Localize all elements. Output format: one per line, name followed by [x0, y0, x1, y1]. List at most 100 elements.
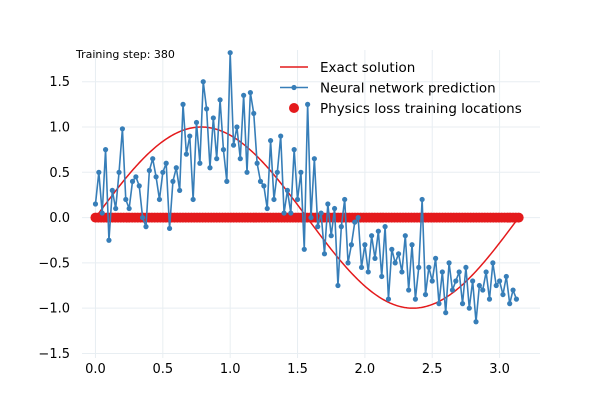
nn-prediction-point	[331, 205, 338, 212]
nn-prediction-point	[352, 219, 358, 225]
nn-prediction-point	[342, 196, 348, 203]
nn-prediction-point	[389, 246, 395, 252]
nn-prediction-point	[402, 233, 408, 239]
nn-prediction-point	[153, 174, 159, 180]
exact-solution-line	[94, 126, 520, 309]
nn-prediction-point	[251, 110, 257, 117]
nn-prediction-point	[308, 214, 314, 221]
nn-prediction-point	[392, 260, 398, 266]
nn-prediction-point	[214, 156, 220, 162]
nn-prediction-point	[224, 178, 230, 184]
nn-prediction-point	[170, 178, 176, 184]
nn-prediction-point	[486, 296, 493, 302]
nn-prediction-point	[328, 233, 334, 239]
nn-prediction-point	[220, 147, 227, 153]
nn-prediction-point	[190, 196, 196, 203]
nn-prediction-point	[463, 264, 469, 271]
nn-prediction-point	[382, 224, 388, 230]
nn-prediction-point	[288, 210, 294, 216]
legend-exact-label: Exact solution	[320, 60, 415, 76]
nn-prediction-point	[150, 156, 156, 162]
nn-prediction-point	[379, 273, 385, 280]
x-tick-label: 1.5	[287, 362, 308, 377]
nn-prediction-point	[227, 50, 233, 56]
nn-prediction-point	[355, 214, 361, 221]
nn-prediction-point	[358, 264, 365, 271]
y-tick-label: 1.0	[49, 121, 70, 136]
nn-prediction-point	[193, 119, 200, 126]
nn-prediction-point	[419, 196, 425, 203]
exact-solution-series	[94, 126, 520, 309]
nn-prediction-point	[480, 287, 486, 293]
nn-prediction-point	[429, 278, 435, 284]
nn-prediction-point	[325, 201, 331, 207]
nn-prediction-point	[443, 310, 449, 316]
tick-labels: 0.0 0.5 1.0 1.5 2.0 2.5 3.0 1.5 1.0 0.5 0.0 −0.5 −1.…	[38, 75, 510, 377]
nn-prediction-point	[106, 237, 112, 243]
nn-prediction-point	[166, 225, 173, 232]
nn-prediction-point	[119, 126, 126, 132]
nn-prediction-point	[244, 169, 250, 175]
neural-network-series	[92, 50, 520, 325]
nn-prediction-point	[136, 183, 142, 189]
nn-prediction-point	[183, 151, 189, 157]
nn-prediction-point	[257, 178, 264, 184]
nn-prediction-point	[318, 210, 324, 216]
nn-prediction-point	[187, 133, 193, 139]
nn-prediction-point	[436, 301, 442, 307]
nn-prediction-point	[305, 101, 311, 107]
nn-prediction-point	[234, 124, 240, 130]
nn-prediction-point	[264, 205, 270, 212]
y-tick-label: 1.5	[49, 75, 70, 90]
nn-prediction-point	[281, 210, 287, 216]
x-tick-label: 0.0	[85, 362, 106, 377]
legend-physics-marker	[289, 103, 299, 113]
nn-prediction-point	[470, 278, 476, 284]
legend-nn-label: Neural network prediction	[320, 81, 496, 97]
nn-prediction-point	[247, 89, 253, 96]
nn-prediction-point	[207, 165, 213, 171]
nn-prediction-point	[510, 287, 516, 293]
nn-prediction-point	[369, 233, 375, 239]
nn-prediction-point	[395, 251, 402, 257]
nn-prediction-point	[102, 147, 109, 153]
nn-prediction-point	[456, 269, 462, 275]
nn-prediction-point	[311, 156, 317, 162]
nn-prediction-point	[143, 224, 149, 230]
nn-prediction-point	[406, 287, 412, 293]
nn-prediction-point	[210, 115, 216, 121]
nn-prediction-point	[476, 282, 482, 289]
nn-prediction-point	[123, 196, 129, 203]
nn-prediction-point	[261, 183, 267, 189]
nn-prediction-point	[507, 301, 513, 307]
nn-prediction-point	[409, 242, 415, 248]
nn-prediction-point	[204, 106, 210, 112]
nn-prediction-point	[156, 196, 163, 203]
nn-prediction-point	[362, 242, 368, 248]
x-tick-label: 2.0	[355, 362, 376, 377]
nn-prediction-point	[254, 160, 260, 166]
nn-prediction-point	[217, 97, 223, 103]
nn-prediction-point	[298, 169, 304, 175]
nn-prediction-point	[92, 201, 99, 207]
nn-prediction-point	[399, 269, 405, 275]
training-step-annotation: Training step: 380	[75, 48, 175, 61]
nn-prediction-point	[473, 319, 479, 325]
y-tick-label: 0.0	[49, 211, 70, 226]
nn-prediction-point	[237, 156, 243, 162]
nn-prediction-point	[385, 296, 392, 302]
nn-prediction-point	[109, 187, 115, 194]
y-tick-label: −1.0	[38, 302, 70, 317]
nn-prediction-point	[271, 196, 277, 203]
nn-prediction-point	[446, 260, 452, 266]
nn-prediction-point	[459, 301, 466, 307]
x-tick-label: 0.5	[152, 362, 173, 377]
nn-prediction-point	[412, 296, 418, 302]
legend-physics-label: Physics loss training locations	[320, 101, 522, 117]
nn-prediction-point	[439, 269, 445, 275]
nn-prediction-point	[284, 187, 291, 194]
x-tick-label: 1.0	[220, 362, 241, 377]
nn-prediction-point	[146, 167, 152, 174]
nn-prediction-point	[348, 242, 355, 248]
nn-prediction-point	[335, 282, 341, 289]
